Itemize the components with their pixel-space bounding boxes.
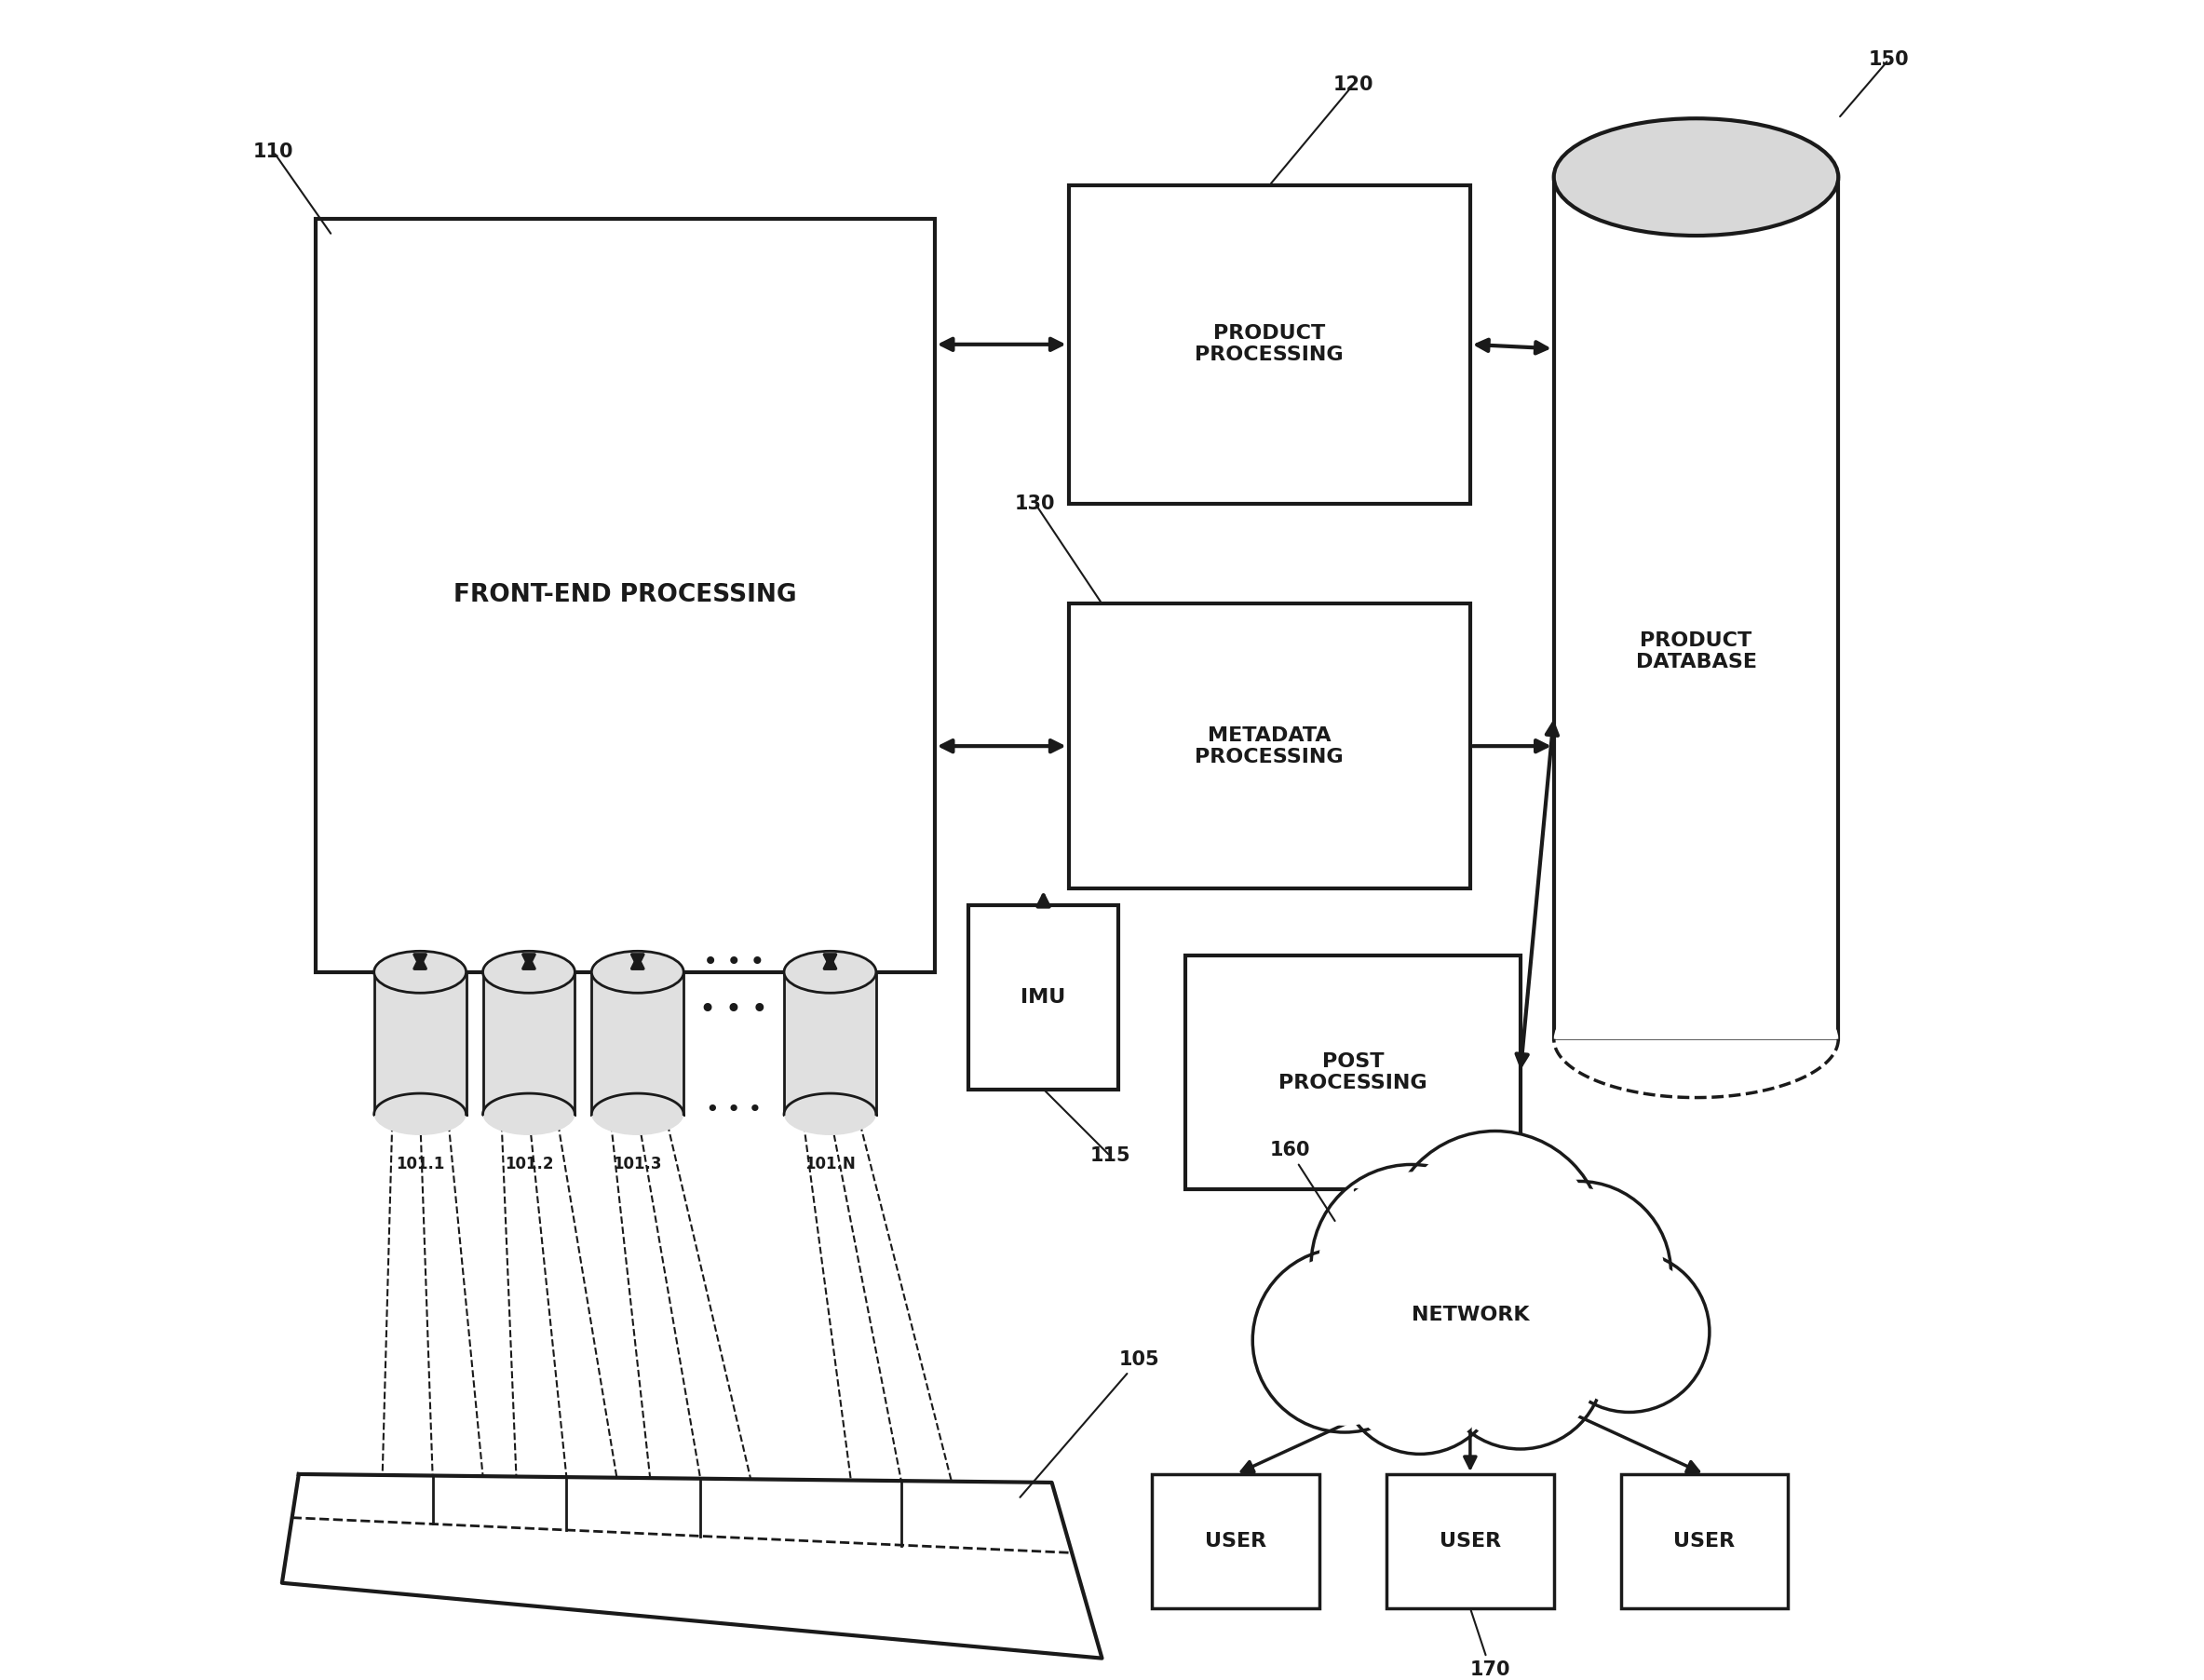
Text: USER: USER: [1206, 1532, 1267, 1551]
Circle shape: [1347, 1300, 1494, 1448]
Text: 101.2: 101.2: [505, 1156, 553, 1173]
Text: 140: 140: [1466, 1263, 1508, 1282]
Ellipse shape: [591, 1094, 683, 1136]
Text: 101.3: 101.3: [613, 1156, 661, 1173]
Bar: [375, 973, 465, 1114]
Circle shape: [1556, 1258, 1704, 1406]
Text: 130: 130: [1014, 494, 1056, 512]
Circle shape: [1395, 1139, 1596, 1341]
Ellipse shape: [1554, 119, 1838, 235]
Ellipse shape: [375, 951, 465, 993]
Ellipse shape: [785, 951, 875, 993]
Text: PRODUCT
PROCESSING: PRODUCT PROCESSING: [1195, 324, 1344, 365]
Bar: [1386, 1473, 1554, 1608]
Circle shape: [1488, 1181, 1671, 1366]
Text: 150: 150: [1869, 50, 1909, 69]
Circle shape: [1494, 1189, 1664, 1357]
Circle shape: [1340, 1294, 1501, 1455]
Text: 105: 105: [1020, 1351, 1159, 1497]
Circle shape: [1437, 1282, 1605, 1450]
Text: 101.1: 101.1: [397, 1156, 445, 1173]
Text: USER: USER: [1439, 1532, 1501, 1551]
Text: USER: USER: [1673, 1532, 1735, 1551]
Text: IMU: IMU: [1020, 988, 1067, 1006]
Bar: [1153, 1473, 1320, 1608]
Text: 170: 170: [1470, 1611, 1510, 1678]
Ellipse shape: [375, 1094, 465, 1136]
Circle shape: [1311, 1164, 1512, 1366]
Circle shape: [1444, 1289, 1598, 1443]
Text: FRONT-END PROCESSING: FRONT-END PROCESSING: [454, 583, 796, 608]
Text: 101.N: 101.N: [804, 1156, 855, 1173]
Ellipse shape: [483, 951, 575, 993]
Text: 110: 110: [253, 143, 293, 161]
Text: • • •: • • •: [705, 1099, 763, 1121]
Bar: [315, 218, 934, 973]
Bar: [785, 973, 875, 1114]
Circle shape: [1386, 1131, 1605, 1349]
Bar: [1620, 1473, 1787, 1608]
Bar: [1069, 185, 1470, 504]
Text: • • •: • • •: [699, 996, 769, 1023]
Bar: [591, 973, 683, 1114]
Ellipse shape: [591, 951, 683, 993]
Text: • • •: • • •: [703, 949, 765, 974]
Text: POST
PROCESSING: POST PROCESSING: [1278, 1052, 1428, 1092]
Text: METADATA
PROCESSING: METADATA PROCESSING: [1195, 726, 1344, 766]
Circle shape: [1320, 1173, 1503, 1357]
Circle shape: [1261, 1255, 1430, 1425]
Circle shape: [1252, 1248, 1437, 1433]
Bar: [968, 906, 1120, 1089]
Bar: [1069, 603, 1470, 889]
Text: PRODUCT
DATABASE: PRODUCT DATABASE: [1635, 632, 1757, 672]
Ellipse shape: [483, 1094, 575, 1136]
Ellipse shape: [1554, 981, 1838, 1097]
Text: 115: 115: [1091, 1147, 1131, 1166]
Bar: [1554, 176, 1838, 1038]
Circle shape: [1549, 1252, 1710, 1413]
Bar: [1186, 956, 1521, 1189]
Text: NETWORK: NETWORK: [1411, 1305, 1530, 1324]
Ellipse shape: [785, 1094, 875, 1136]
Bar: [483, 973, 575, 1114]
Text: 120: 120: [1333, 76, 1373, 94]
Text: 160: 160: [1270, 1141, 1336, 1221]
